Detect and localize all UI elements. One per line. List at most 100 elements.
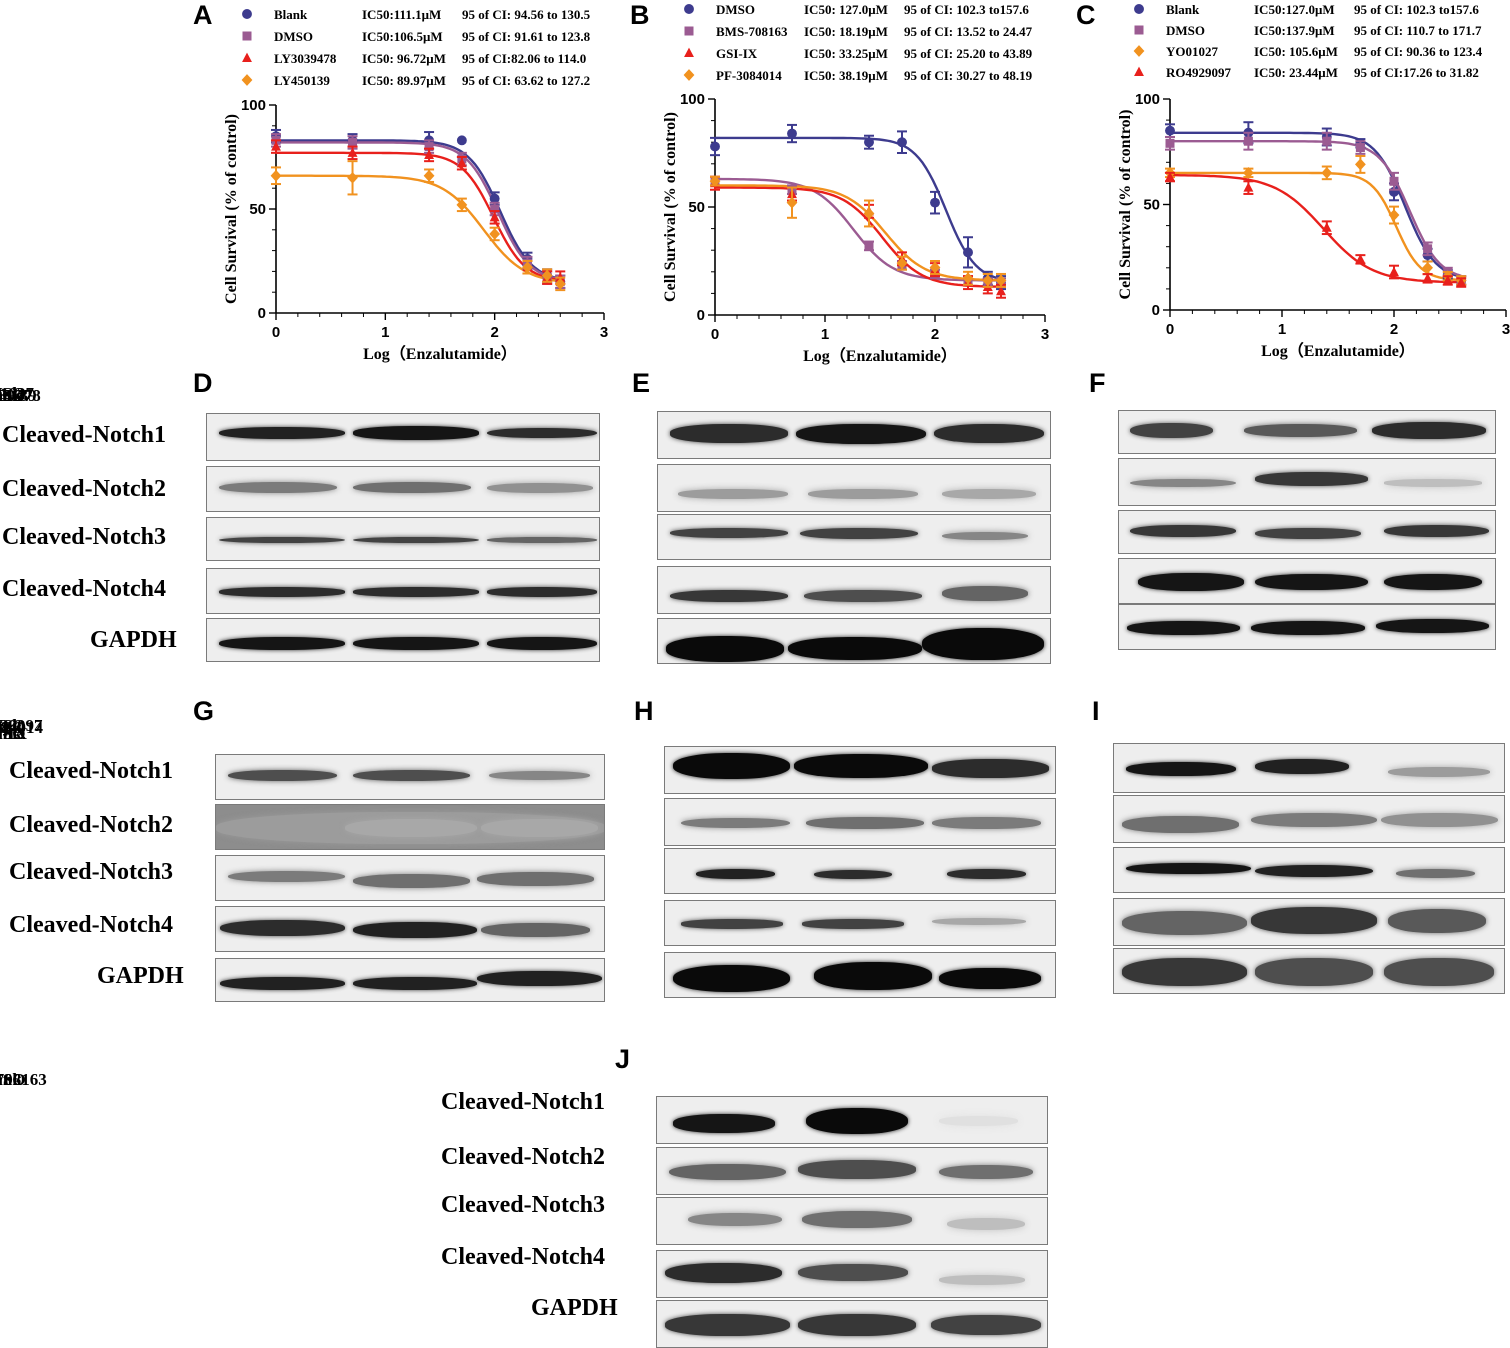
protein-band	[344, 818, 478, 838]
y-tick-label: 0	[1152, 302, 1160, 319]
protein-band	[1121, 816, 1240, 834]
legend-ic50: IC50: 127.0μM	[804, 2, 888, 17]
protein-band	[1251, 907, 1377, 934]
y-tick-label: 100	[1135, 91, 1160, 108]
x-tick-label: 3	[1041, 326, 1049, 343]
protein-band	[486, 587, 598, 597]
blot-strip	[1118, 410, 1496, 454]
fit-curve	[276, 151, 561, 282]
protein-band	[795, 423, 926, 444]
legend-series-name: DMSO	[716, 2, 755, 17]
y-tick-label: 0	[258, 305, 266, 322]
legend-marker	[684, 47, 694, 58]
data-point	[1442, 275, 1453, 285]
protein-band	[664, 1314, 791, 1336]
blot-strip	[215, 754, 605, 800]
legend-marker	[242, 52, 252, 63]
row-label: Cleaved-Notch3	[441, 1192, 605, 1218]
legend-marker	[242, 9, 252, 19]
protein-band	[921, 628, 1045, 661]
data-point	[1165, 138, 1175, 148]
lane-label: DMSO	[0, 386, 26, 405]
legend-ic50: IC50: 23.44μM	[1254, 65, 1338, 80]
blot-strip	[206, 568, 600, 614]
lane-label: DMSO	[0, 718, 26, 737]
legend-marker-square	[684, 26, 694, 36]
blot-strip	[206, 466, 600, 512]
panel-letter-a: A	[193, 0, 213, 30]
legend-series-name: DMSO	[274, 29, 313, 44]
legend-ic50: IC50: 96.72μM	[362, 51, 446, 66]
legend-marker-diamond	[241, 74, 253, 86]
blot-strip	[656, 1197, 1048, 1245]
data-point	[424, 149, 435, 159]
legend-ic50: IC50:127.0μM	[1254, 2, 1335, 17]
protein-band	[1137, 573, 1244, 591]
lane-label: Blank	[0, 384, 22, 403]
blot-strip	[657, 464, 1051, 512]
protein-band	[947, 1218, 1026, 1231]
panel-letter-f: F	[1089, 368, 1106, 398]
protein-band	[1372, 422, 1486, 440]
legend-ci: 95 of CI:17.26 to 31.82	[1354, 65, 1479, 80]
protein-band	[669, 589, 788, 602]
protein-band	[1380, 812, 1499, 828]
protein-band	[931, 1315, 1042, 1335]
data-point	[1422, 261, 1433, 274]
blot-strip	[664, 900, 1056, 946]
row-label: Cleaved-Notch1	[2, 422, 166, 448]
legend-marker-circle	[684, 4, 694, 14]
protein-band	[802, 1211, 912, 1228]
legend-marker-diamond	[683, 69, 695, 81]
x-tick-label: 0	[272, 324, 280, 341]
protein-band	[218, 587, 345, 597]
data-point	[456, 198, 468, 211]
legend-marker	[684, 26, 694, 36]
legend-marker	[1134, 4, 1144, 14]
protein-band	[227, 769, 337, 782]
protein-band	[1255, 573, 1369, 591]
legend-marker-triangle	[1134, 66, 1144, 77]
protein-band	[352, 636, 479, 650]
protein-band	[1130, 478, 1237, 488]
data-point	[1321, 167, 1333, 179]
panel-letter-h: H	[634, 696, 654, 726]
data-point	[1388, 209, 1400, 221]
legend-series-name: Blank	[1166, 2, 1200, 17]
data-point	[709, 175, 721, 187]
blot-strip	[215, 906, 605, 952]
blot-strip	[1113, 847, 1505, 893]
x-tick-label: 0	[711, 326, 719, 343]
y-tick-label: 50	[249, 201, 266, 218]
legend-marker	[684, 4, 694, 14]
legend-marker-circle	[1134, 4, 1144, 14]
lane-label: Blank	[0, 724, 22, 743]
protein-band	[352, 536, 479, 544]
lane-label: DMSO	[0, 1070, 26, 1089]
data-point	[489, 193, 500, 204]
blot-strip	[664, 848, 1056, 894]
lane-label: RO4929097	[0, 716, 43, 735]
protein-band	[218, 536, 345, 544]
protein-band	[486, 537, 598, 543]
legend-series-name: PF-3084014	[716, 68, 782, 83]
legend-marker-circle	[242, 9, 252, 19]
protein-band	[802, 919, 905, 929]
legend-ic50: IC50:106.5μM	[362, 29, 443, 44]
legend-ci: 95 of CI: 13.52 to 24.47	[904, 24, 1033, 39]
blot-strip	[664, 746, 1056, 794]
protein-band	[806, 817, 924, 829]
legend-series-name: DMSO	[1166, 23, 1205, 38]
blot-strip	[206, 618, 600, 662]
legend-series-name: GSI-IX	[716, 46, 758, 61]
data-point	[1165, 171, 1175, 182]
legend-series-name: YO01027	[1166, 44, 1218, 59]
protein-band	[1383, 573, 1482, 591]
dose-response-chart-b: 0 1 2 3 0 50 100 Log（Enzalutamide） Cell Survival…	[662, 91, 1049, 365]
protein-band	[481, 818, 599, 838]
protein-band	[1255, 958, 1373, 986]
legend-marker	[683, 69, 695, 81]
protein-band	[1251, 621, 1365, 635]
protein-band	[1376, 618, 1490, 633]
blot-strip	[1118, 604, 1496, 650]
